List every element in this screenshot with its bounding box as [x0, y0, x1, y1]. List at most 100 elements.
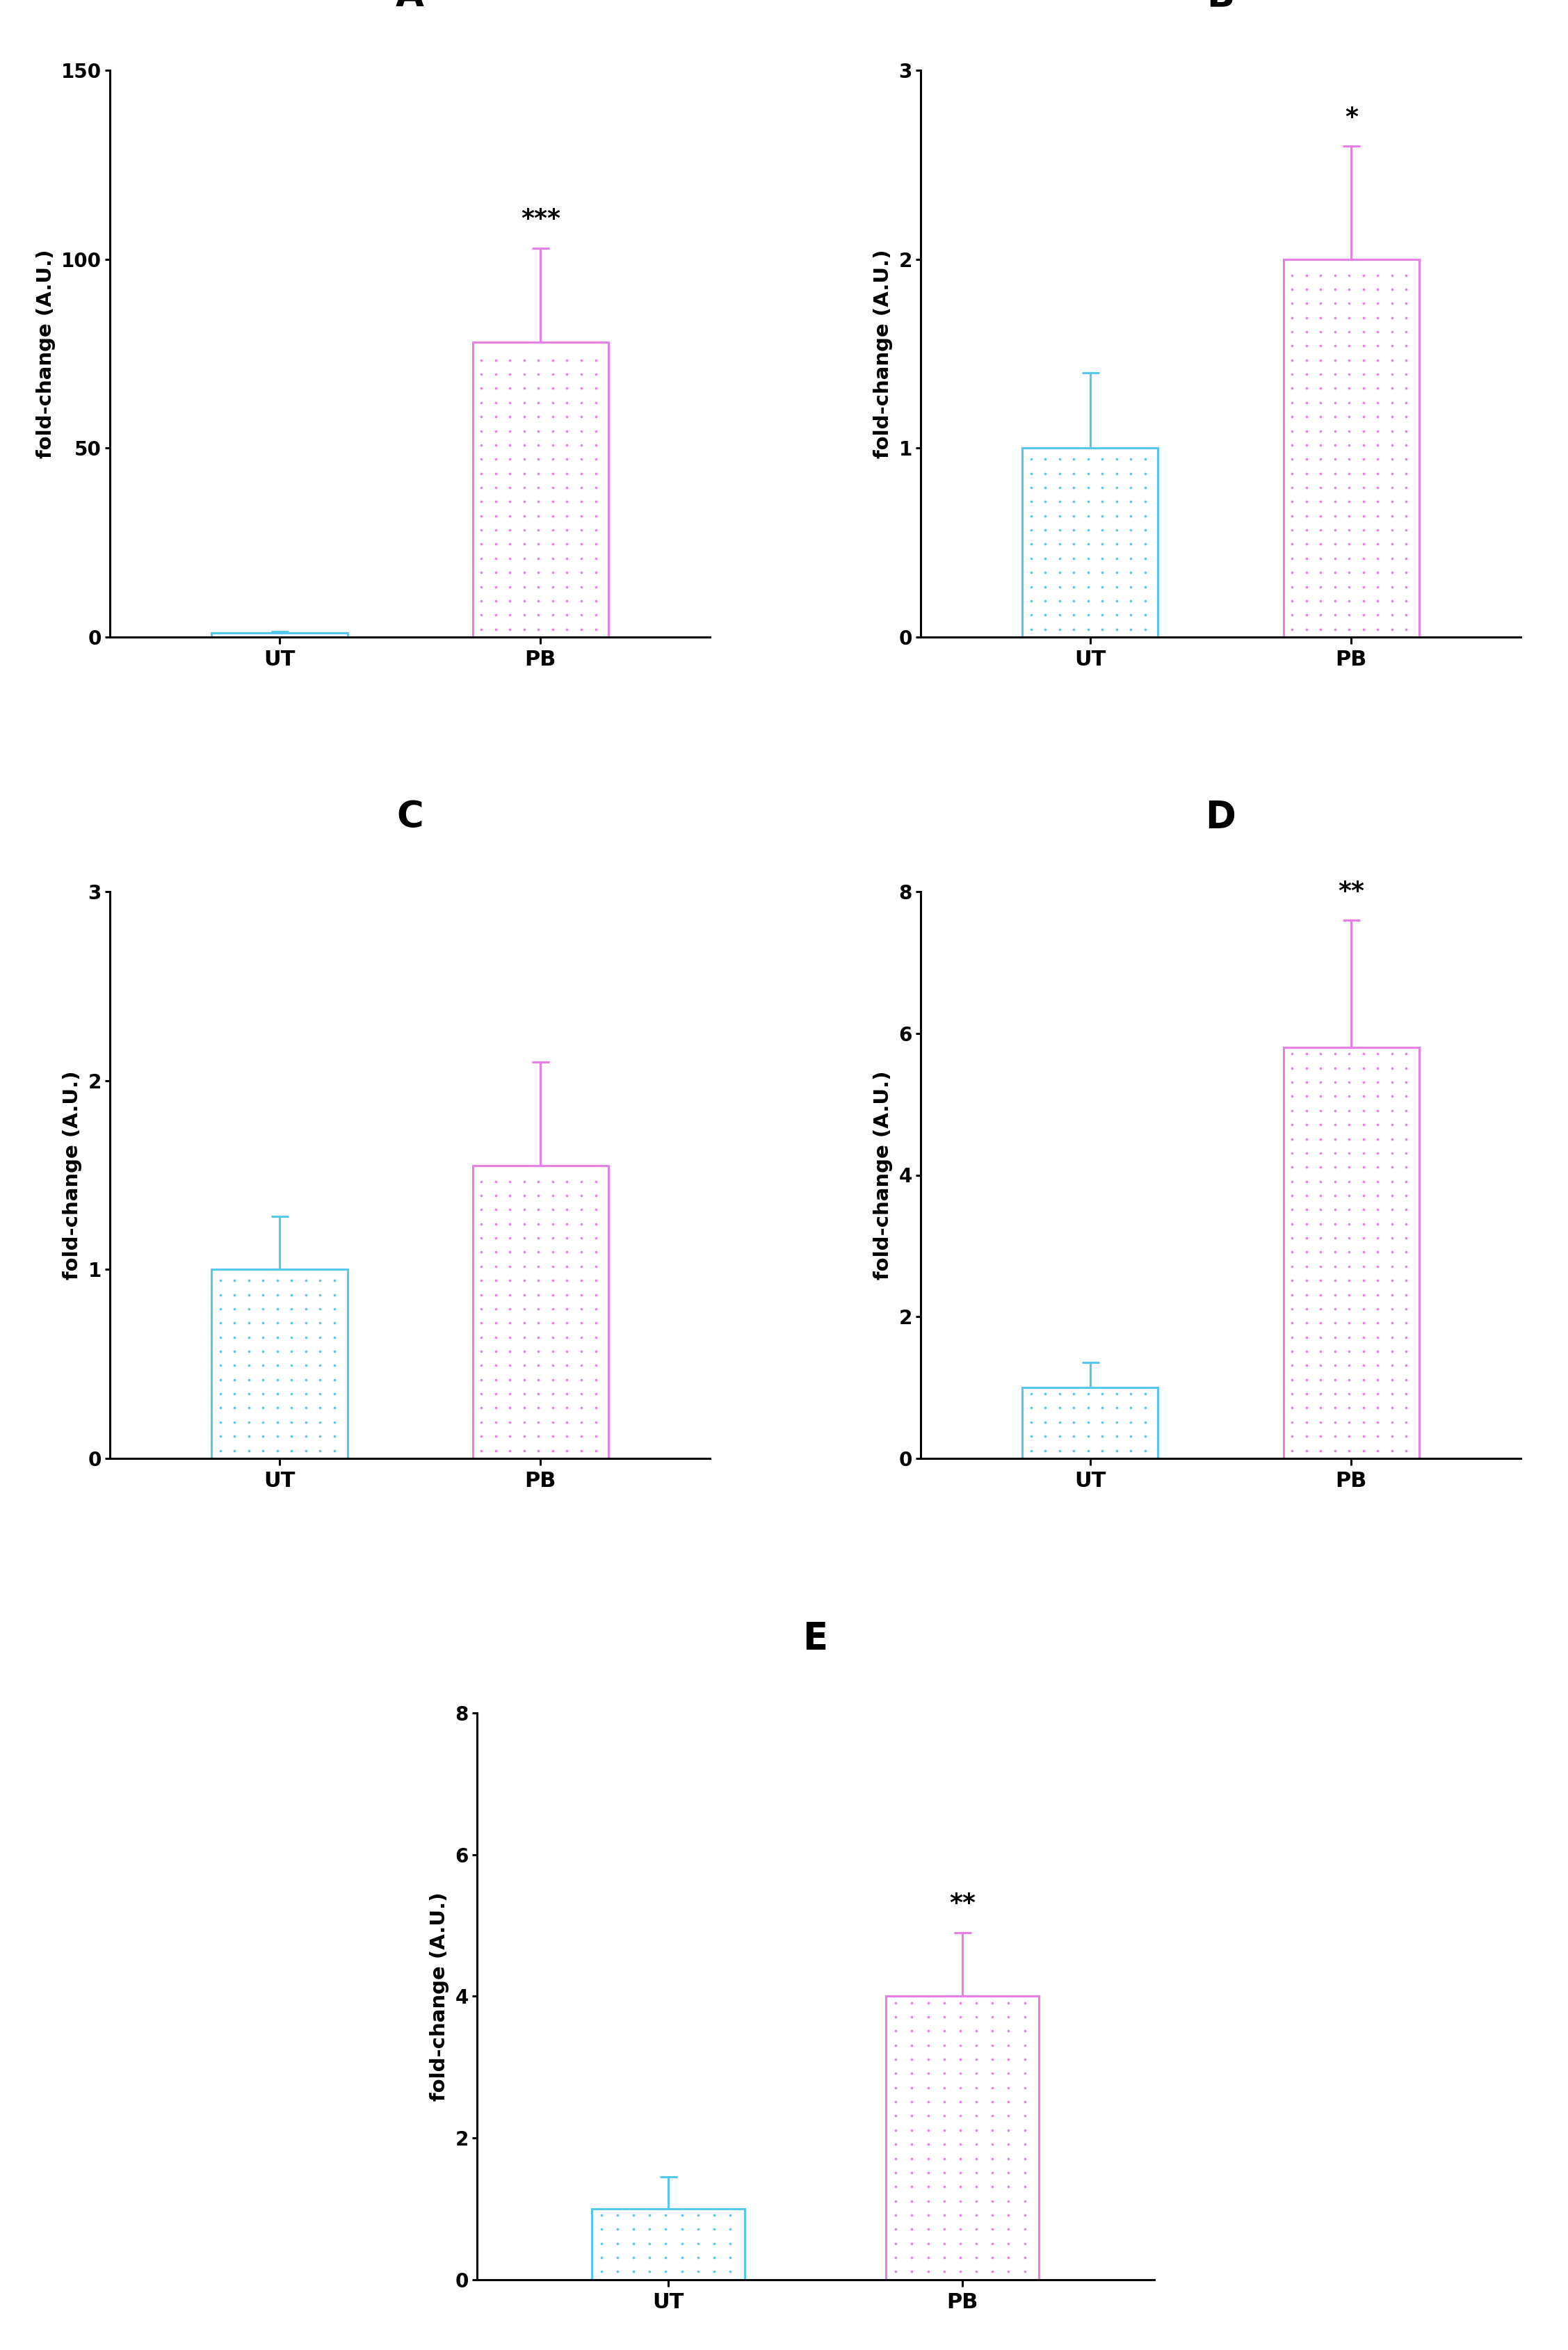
Point: [1294, 355, 1319, 392]
Point: [293, 1332, 318, 1370]
Point: [1394, 498, 1419, 536]
Point: [1104, 1431, 1129, 1469]
Point: [321, 1403, 347, 1441]
Point: [1279, 597, 1305, 634]
Point: [1011, 2096, 1036, 2134]
Point: [223, 1431, 248, 1469]
Point: [293, 1262, 318, 1300]
Point: [539, 454, 564, 491]
Point: [1366, 1079, 1391, 1116]
Point: [1336, 383, 1361, 421]
Point: [1352, 1121, 1377, 1159]
Point: [996, 2254, 1021, 2291]
Point: [1047, 583, 1073, 620]
Point: [588, 2225, 613, 2263]
Bar: [472, 1166, 608, 1459]
Point: [251, 1276, 276, 1314]
Point: [1394, 397, 1419, 435]
Point: [511, 1304, 536, 1342]
Point: [539, 369, 564, 407]
Point: [497, 1234, 522, 1271]
Point: [670, 2197, 695, 2235]
Point: [1366, 454, 1391, 491]
Point: [1294, 1149, 1319, 1187]
Point: [980, 2012, 1005, 2049]
Point: [1380, 1121, 1405, 1159]
Point: [1294, 468, 1319, 505]
Point: [637, 2225, 662, 2263]
Point: [469, 1290, 494, 1328]
Point: [539, 1389, 564, 1426]
Point: [1279, 1361, 1305, 1398]
Point: [1380, 611, 1405, 649]
Point: [1132, 439, 1157, 477]
Point: [511, 1332, 536, 1370]
Point: [539, 1163, 564, 1201]
Point: [1076, 1375, 1101, 1412]
Point: [1279, 1093, 1305, 1130]
Point: [555, 1304, 580, 1342]
Point: [511, 597, 536, 634]
Point: [483, 1318, 508, 1356]
Point: [996, 1998, 1021, 2035]
Point: [265, 1347, 290, 1384]
Point: [1132, 482, 1157, 519]
Point: [1336, 1191, 1361, 1229]
Point: [483, 1431, 508, 1469]
Point: [1294, 1220, 1319, 1257]
Point: [1076, 597, 1101, 634]
Point: [469, 454, 494, 491]
Point: [1279, 1206, 1305, 1243]
Point: [654, 2254, 679, 2291]
Point: [964, 2197, 989, 2235]
Point: [1076, 1403, 1101, 1441]
Point: [569, 1318, 594, 1356]
Point: [588, 2197, 613, 2235]
Text: **: **: [949, 1892, 975, 1915]
Point: [1018, 1403, 1043, 1441]
Point: [511, 1290, 536, 1328]
Point: [900, 2012, 925, 2049]
Point: [583, 1163, 608, 1201]
Point: [947, 2211, 972, 2249]
Point: [469, 1206, 494, 1243]
Point: [1011, 2138, 1036, 2176]
Point: [539, 1276, 564, 1314]
Point: [555, 1163, 580, 1201]
Point: [1011, 2225, 1036, 2263]
Point: [469, 341, 494, 378]
Point: [1018, 611, 1043, 649]
Point: [1336, 284, 1361, 322]
Point: [1294, 1262, 1319, 1300]
Point: [555, 369, 580, 407]
Point: [1352, 1050, 1377, 1088]
Point: [1018, 454, 1043, 491]
Point: [1090, 1375, 1115, 1412]
Point: [1308, 1149, 1333, 1187]
Point: [569, 383, 594, 421]
Point: [1366, 482, 1391, 519]
Point: [1294, 1290, 1319, 1328]
Point: [539, 1304, 564, 1342]
Point: [1308, 1248, 1333, 1285]
Point: [469, 411, 494, 449]
Point: [883, 2197, 908, 2235]
Point: [1352, 1135, 1377, 1173]
Point: [980, 2068, 1005, 2106]
Point: [1076, 583, 1101, 620]
Point: [1279, 1318, 1305, 1356]
Text: **: **: [1338, 879, 1364, 902]
Point: [511, 1403, 536, 1441]
Point: [1011, 2054, 1036, 2092]
Point: [605, 2197, 630, 2235]
Point: [1308, 1206, 1333, 1243]
Point: [1294, 1121, 1319, 1159]
Point: [1011, 1983, 1036, 2021]
Point: [279, 1389, 304, 1426]
Point: [1380, 369, 1405, 407]
Point: [469, 569, 494, 606]
Point: [265, 1304, 290, 1342]
Point: [1033, 526, 1058, 564]
Point: [1352, 1191, 1377, 1229]
Point: [583, 341, 608, 378]
